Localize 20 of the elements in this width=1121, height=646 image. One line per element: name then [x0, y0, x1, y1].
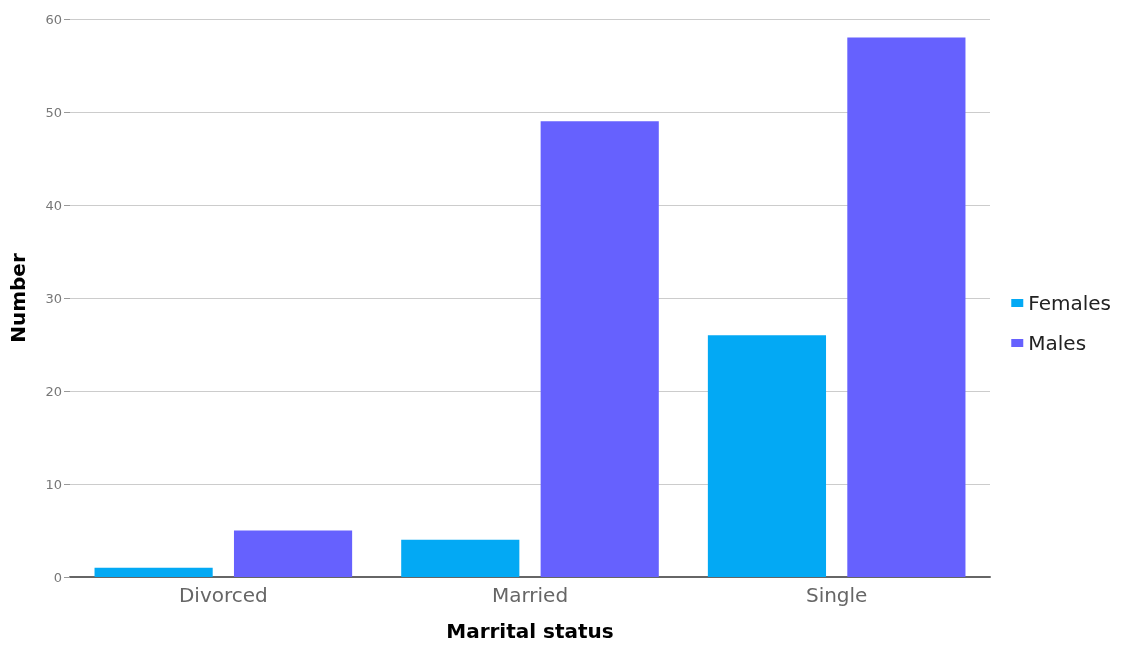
legend-label: Females [1028, 291, 1111, 315]
y-tick-label: 10 [45, 476, 62, 492]
bar [847, 37, 966, 577]
bar [94, 567, 213, 577]
bar [233, 530, 353, 577]
y-tick-label: 20 [45, 383, 62, 399]
y-tick-label: 0 [53, 569, 62, 585]
x-tick-label: Divorced [178, 583, 268, 607]
y-tick-label: 30 [45, 290, 62, 306]
x-axis-title: Marrital status [446, 619, 614, 643]
bar [707, 335, 827, 577]
y-tick-label: 60 [45, 11, 62, 27]
bar [540, 121, 659, 577]
y-tick-label: 50 [45, 104, 62, 120]
legend-label: Males [1028, 331, 1087, 355]
bar [401, 539, 520, 577]
x-tick-label: Married [491, 583, 569, 607]
x-tick-label: Single [805, 583, 868, 607]
y-tick-label: 40 [45, 197, 62, 213]
y-axis-title: Number [6, 253, 30, 343]
